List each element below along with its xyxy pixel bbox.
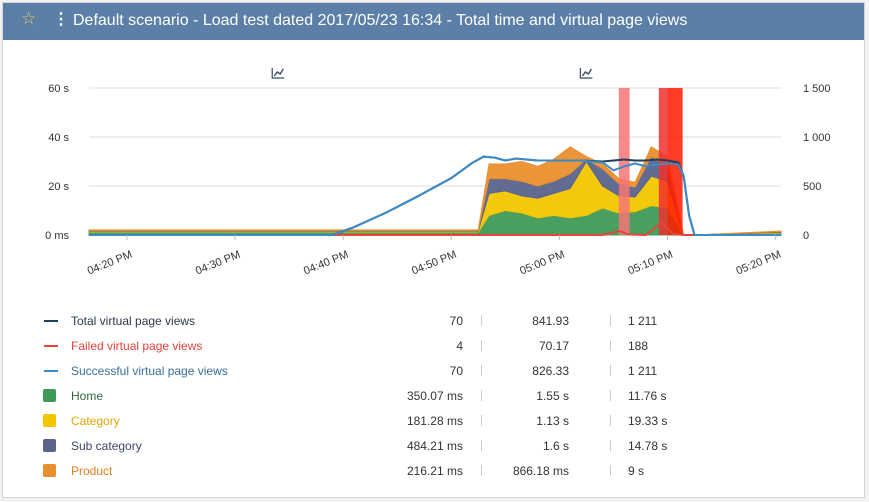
legend-name: Sub category — [71, 439, 142, 453]
line-successful-virtual-page-views — [89, 155, 781, 236]
legend-row[interactable]: Home 350.07 ms 1.55 s 11.76 s — [39, 385, 739, 410]
legend-name: Category — [71, 414, 120, 428]
legend-avg: 1.13 s — [536, 414, 569, 428]
legend-separator — [610, 365, 611, 376]
legend-row[interactable]: Sub category 484.21 ms 1.6 s 14.78 s — [39, 435, 739, 460]
legend-separator — [610, 465, 611, 476]
legend-min: 181.28 ms — [406, 414, 463, 428]
legend-row[interactable]: Category 181.28 ms 1.13 s 19.33 s — [39, 410, 739, 435]
legend-separator — [481, 440, 482, 451]
legend-swatch — [44, 320, 58, 322]
legend-row[interactable]: Product 216.21 ms 866.18 ms 9 s — [39, 460, 739, 485]
x-tick-label: 04:30 PM — [194, 249, 242, 278]
legend-max: 188 — [628, 339, 649, 353]
legend-avg: 866.18 ms — [512, 464, 569, 478]
axes: 60 s 1 500 40 s 1 000 20 s 500 0 ms 0 04:20 PM 04… — [45, 83, 830, 277]
legend-swatch — [43, 414, 56, 427]
legend-min: 350.07 ms — [406, 389, 463, 403]
x-tick-label: 04:20 PM — [86, 249, 134, 278]
legend-name: Failed virtual page views — [71, 339, 203, 353]
legend-separator — [481, 315, 482, 326]
legend-separator — [481, 415, 482, 426]
legend-separator — [610, 415, 611, 426]
trend-icon[interactable] — [271, 68, 285, 79]
legend-min: 4 — [456, 339, 463, 353]
x-tick-label: 05:00 PM — [518, 249, 566, 278]
legend-min: 70 — [449, 314, 463, 328]
legend-swatch — [44, 345, 58, 347]
legend-name: Product — [71, 464, 113, 478]
legend-name: Total virtual page views — [71, 314, 196, 328]
x-tick-label: 04:40 PM — [302, 249, 350, 278]
y-tick-label-left: 60 s — [48, 83, 69, 95]
legend-row[interactable]: Successful virtual page views 70 826.33 1 2… — [39, 360, 739, 385]
legend-separator — [610, 315, 611, 326]
y-tick-label-left: 40 s — [48, 132, 69, 144]
star-icon[interactable]: ☆ — [21, 9, 37, 28]
legend-avg: 1.6 s — [542, 439, 569, 453]
legend-name: Successful virtual page views — [71, 364, 228, 378]
legend-separator — [481, 465, 482, 476]
legend-max: 11.76 s — [628, 389, 667, 403]
y-tick-label-right: 1 000 — [803, 132, 831, 144]
error-band — [618, 88, 630, 235]
line-series — [89, 155, 781, 236]
legend-min: 70 — [449, 364, 463, 378]
legend-separator — [481, 365, 482, 376]
y-tick-label-right: 500 — [803, 181, 821, 193]
legend-max: 9 s — [628, 464, 645, 478]
y-tick-label-left: 20 s — [48, 181, 69, 193]
legend-max: 1 211 — [628, 364, 658, 378]
x-tick-label: 05:10 PM — [626, 249, 674, 278]
legend-swatch — [43, 439, 56, 452]
legend-separator — [610, 390, 611, 401]
legend-max: 14.78 s — [628, 439, 668, 453]
legend-row[interactable]: Failed virtual page views 4 70.17 188 — [39, 335, 739, 360]
y-tick-label-right: 1 500 — [803, 83, 831, 95]
legend-min: 216.21 ms — [406, 464, 463, 478]
legend-max: 19.33 s — [628, 414, 668, 428]
legend-avg: 841.93 — [532, 314, 569, 328]
y-tick-label-right: 0 — [803, 230, 809, 242]
x-tick-label: 04:50 PM — [410, 249, 458, 278]
legend-separator — [481, 340, 482, 351]
trend-icon[interactable] — [579, 68, 593, 79]
panel-title: Default scenario - Load test dated 2017/… — [73, 12, 688, 29]
legend-avg: 826.33 — [532, 364, 569, 378]
legend-max: 1 211 — [628, 314, 658, 328]
panel-header: ☆ ⋮ Default scenario - Load test dated 2… — [3, 3, 864, 40]
legend-separator — [610, 340, 611, 351]
legend-swatch — [43, 389, 56, 402]
legend-avg: 70.17 — [538, 339, 569, 353]
legend-min: 484.21 ms — [406, 439, 463, 453]
legend-row[interactable]: Total virtual page views 70 841.93 1 211 — [39, 310, 739, 335]
chart: 60 s 1 500 40 s 1 000 20 s 500 0 ms 0 04:20 PM 04… — [45, 68, 831, 277]
x-tick-label: 05:20 PM — [735, 249, 783, 278]
legend-separator — [481, 390, 482, 401]
legend-separator — [610, 440, 611, 451]
marker-icons — [271, 68, 593, 79]
legend-swatch — [44, 370, 58, 372]
legend-swatch — [43, 464, 56, 477]
legend: Total virtual page views 70 841.93 1 211 Fai… — [39, 310, 739, 485]
line-failed-virtual-page-views — [89, 221, 781, 236]
legend-avg: 1.55 s — [536, 389, 569, 403]
error-band — [658, 88, 668, 235]
y-tick-label-left: 0 ms — [45, 230, 69, 242]
legend-name: Home — [71, 389, 104, 403]
kebab-menu-icon[interactable]: ⋮ — [53, 11, 69, 28]
